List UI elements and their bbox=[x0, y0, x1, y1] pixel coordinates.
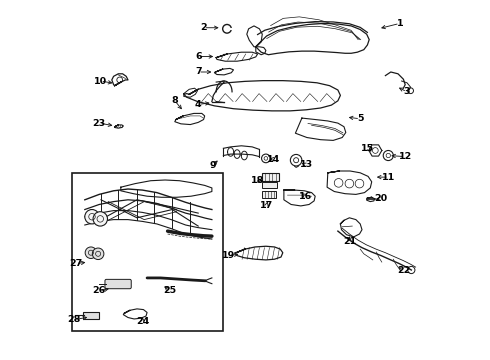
Text: 24: 24 bbox=[136, 317, 149, 325]
Circle shape bbox=[93, 212, 107, 226]
Text: 16: 16 bbox=[299, 192, 312, 201]
Circle shape bbox=[85, 247, 97, 258]
Text: 12: 12 bbox=[398, 152, 412, 161]
Circle shape bbox=[92, 248, 104, 260]
Circle shape bbox=[85, 210, 99, 224]
Text: 17: 17 bbox=[260, 201, 273, 210]
FancyBboxPatch shape bbox=[262, 173, 279, 181]
Text: 9: 9 bbox=[209, 161, 216, 170]
Text: 18: 18 bbox=[251, 176, 264, 185]
Text: 22: 22 bbox=[397, 266, 410, 275]
Text: 6: 6 bbox=[195, 52, 201, 61]
Text: 27: 27 bbox=[69, 259, 82, 268]
Text: 7: 7 bbox=[195, 68, 201, 77]
FancyBboxPatch shape bbox=[83, 312, 99, 319]
FancyBboxPatch shape bbox=[262, 191, 276, 198]
Text: 25: 25 bbox=[163, 287, 176, 295]
Text: 5: 5 bbox=[357, 114, 364, 123]
Text: 4: 4 bbox=[195, 100, 201, 109]
Text: 14: 14 bbox=[267, 154, 280, 163]
Text: 28: 28 bbox=[67, 315, 81, 324]
FancyBboxPatch shape bbox=[105, 279, 131, 289]
Text: 21: 21 bbox=[343, 238, 356, 246]
FancyBboxPatch shape bbox=[262, 182, 277, 188]
Text: 1: 1 bbox=[396, 19, 403, 28]
Text: 23: 23 bbox=[93, 118, 106, 127]
Text: 11: 11 bbox=[382, 173, 395, 181]
Text: 13: 13 bbox=[300, 161, 313, 169]
Text: 8: 8 bbox=[172, 96, 178, 105]
Text: 26: 26 bbox=[93, 287, 106, 295]
Text: 19: 19 bbox=[221, 251, 235, 260]
Text: 3: 3 bbox=[404, 87, 410, 96]
Text: 2: 2 bbox=[200, 23, 207, 32]
Text: 20: 20 bbox=[374, 194, 388, 203]
Text: 10: 10 bbox=[94, 77, 107, 85]
Text: 15: 15 bbox=[361, 144, 374, 153]
